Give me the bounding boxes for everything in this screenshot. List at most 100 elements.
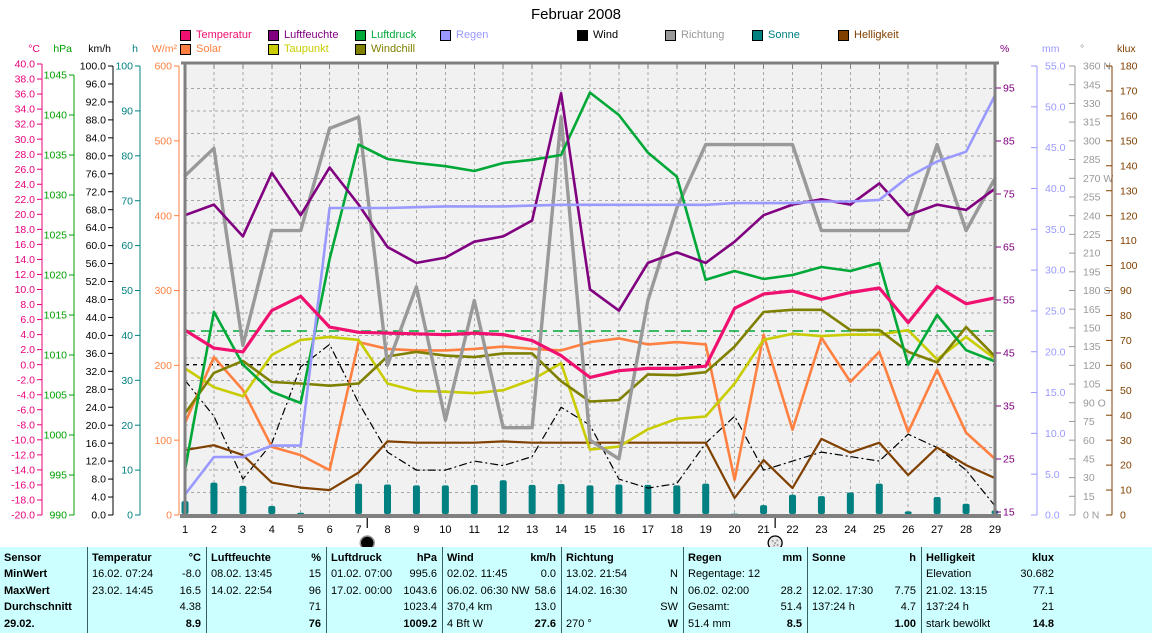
axis-wm2: W/m² 600 500 400 300 200 100 0 [152,43,180,522]
sun-bar [933,497,941,514]
axis-tick-label: 64.0 [86,222,107,234]
solar-swatch-icon [180,43,191,55]
axis-tick-label: 160 [1120,110,1138,122]
day-label: 8 [384,524,390,536]
legend-item-sonne[interactable]: Sonne [752,29,800,41]
axis-tick-label: 75 [1003,189,1015,201]
axis-tick-label: -20.0 [11,510,35,522]
legend-label: Regen [456,29,489,41]
cell-label: stark bewölkt [926,617,991,630]
legend-item-luftdruck[interactable]: Luftdruck [355,29,416,41]
axis-tick-label: 285 [1083,154,1101,166]
table-row: SW [566,599,678,615]
axis-tick-label: 20.0 [1045,346,1066,358]
day-label: 14 [555,524,567,536]
axis-tick-label: 72.0 [86,186,107,198]
table-row: 21.02. 13:15 77.1 [926,583,1054,599]
sun-bar [673,485,681,514]
axis-tick-label: 65 [1003,242,1015,254]
axis-tick-label: 120 [1083,360,1101,372]
cell-label: Regentage: 12 [688,568,761,581]
cell-label: Luftdruck [331,552,382,564]
legend-item-richtung[interactable]: Richtung [665,29,724,41]
axis-tick-label: 12.0 [15,269,36,281]
cell-label: 137:24 h [926,601,969,614]
sun-bar [789,494,796,514]
series-luftfeuchte-line [183,92,997,312]
legend-item-temperatur[interactable]: Temperatur [180,29,252,41]
cell-value [912,566,916,582]
cell-label: 270 ° [566,617,592,630]
legend-item-taupunkt[interactable]: Taupunkt [268,43,329,55]
series-luftdruck-line [183,91,997,472]
cell-value: 28.2 [780,584,802,597]
axis-tick-label: 60.0 [86,240,107,252]
cell-value: 15 [308,568,321,581]
day-label: 16 [613,524,625,536]
table-row: Elevation 30.682 [926,566,1054,582]
cell-label: 12.02. 17:30 [812,584,874,597]
table-row: 51.4 mm 8.5 [688,616,802,632]
cell-value: mm [782,552,802,564]
cell-label: Sensor [4,552,42,564]
sun-bar [644,484,652,514]
series-sonne-bars [181,480,999,514]
cell-label: 14.02. 22:54 [211,584,273,597]
axis-tick-label: 60 [1120,360,1132,372]
axis-tick-label: 20 [1120,460,1132,472]
axis-tick-label: 40 [121,330,133,342]
day-label: 15 [584,524,596,536]
axis-tick-label: 15 [1083,491,1095,503]
legend-item-helligkeit[interactable]: Helligkeit [838,29,899,41]
table-row: 4.38 [92,599,201,615]
axis-klux: klux180170160150140130120110100908070605… [1106,43,1138,522]
axis-kmh: km/h 100.0 96.0 92.0 88.0 84.0 80.0 76.0 72.0 68.… [80,43,114,522]
sonne-swatch-icon [752,29,763,41]
table-row: 14.02. 22:54 96 [211,583,321,599]
cell-value [78,616,82,632]
axis-tick-label: 36.0 [15,89,36,101]
cell-label: Wind [447,552,474,564]
table-row: 1009.2 [331,616,437,632]
plot-frame [180,61,1001,518]
cell-value [798,566,802,582]
table-row: 370,4 km 13.0 [447,599,556,615]
cell-label: 370,4 km [447,601,493,614]
axis-unit-label: mm [1042,43,1060,55]
legend-item-solar[interactable]: Solar [180,43,222,55]
axis-tick-label: 40.0 [15,59,36,71]
table-row: 71 [211,599,321,615]
table-col-row-labels: Sensor MinWert MaxWert Durchschnitt 29.02. [0,547,88,633]
day-label: 12 [497,524,509,536]
legend-item-regen[interactable]: Regen [440,29,488,41]
legend-item-windchill[interactable]: Windchill [355,43,415,55]
regen-swatch-icon [440,29,451,41]
temperatur-swatch-icon [180,29,191,41]
series-regen-line [183,94,997,496]
row-label: MaxWert [4,583,82,599]
axis-tick-label: 45 [1083,453,1095,465]
legend-item-wind[interactable]: Wind [577,29,618,41]
table-row: 23.02. 14:45 16.5 [92,583,201,599]
axis-tick-label: 40.0 [86,330,107,342]
axis-tick-label: 50 [1120,385,1132,397]
axis-tick-label: 50 [121,285,133,297]
table-row [812,566,916,582]
cell-label: 137:24 h [812,601,855,614]
cell-value [78,599,82,615]
series-richtung-line [183,115,997,461]
page-title: Februar 2008 [530,6,622,23]
axis-tick-label: 32.0 [86,366,107,378]
legend-item-luftfeuchte[interactable]: Luftfeuchte [268,29,338,41]
axis-tick-label: 8.0 [91,474,106,486]
cell-value: W [667,617,678,630]
axis-tick-label: 16.0 [86,438,107,450]
axis-tick-label: 8.0 [20,299,35,311]
axis-tick-label: 150 [1120,135,1138,147]
cell-value: 13.0 [534,601,556,614]
axis-tick-label: 240 [1083,210,1101,222]
table-row: 13.02. 21:54 N [566,566,678,582]
table-col-helligkeit: Helligkeit klux Elevation 30.682 21.02. 13:1… [922,547,1152,633]
